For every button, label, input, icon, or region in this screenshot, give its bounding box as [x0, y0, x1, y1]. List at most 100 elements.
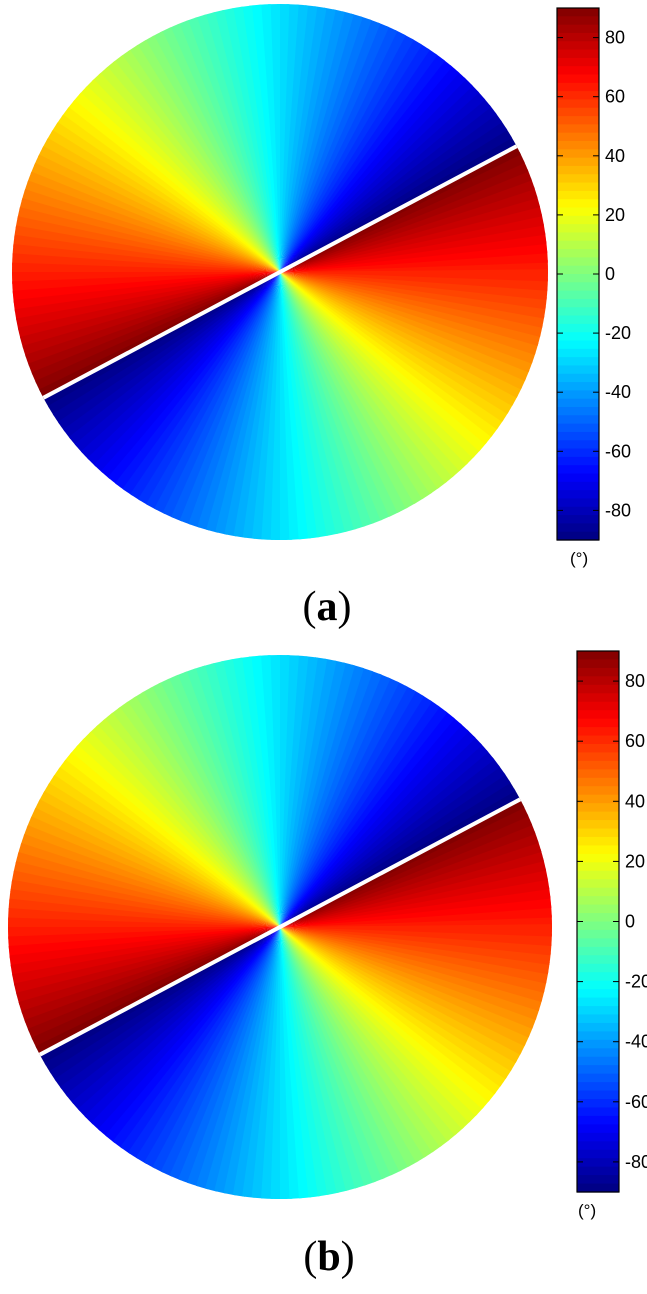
disk-sector	[280, 705, 448, 927]
colorbar-band	[577, 963, 619, 973]
disk-sector	[162, 272, 280, 518]
disk-sector	[280, 272, 548, 301]
disk-sector	[47, 272, 280, 417]
colorbar-band	[557, 465, 599, 475]
disk-sector	[280, 699, 440, 927]
disk-sector	[277, 654, 290, 927]
disk-sector	[127, 44, 280, 272]
disk-sector	[280, 667, 374, 927]
disk-sector	[130, 272, 280, 501]
disk-sector	[280, 657, 328, 927]
colorbar-band	[577, 1006, 619, 1016]
colorbar-band	[577, 1166, 619, 1176]
colorbar-band	[557, 99, 599, 109]
colorbar-band	[557, 157, 599, 167]
disk-sector	[120, 49, 281, 272]
disk-sector	[68, 272, 280, 447]
disk-sector	[205, 927, 280, 1192]
disk-sector	[122, 272, 280, 496]
disk-sector	[39, 927, 281, 1066]
disk-sector	[117, 701, 280, 927]
disk-sector	[13, 234, 280, 272]
colorbar-band	[557, 240, 599, 250]
colorbar-tick-label: -60	[605, 441, 631, 461]
disk-sector	[280, 272, 433, 500]
colorbar-band	[557, 249, 599, 258]
colorbar-band	[557, 207, 599, 217]
disk-sector	[280, 272, 448, 489]
colorbar-band	[577, 853, 619, 863]
colorbar-tick-label: -60	[625, 1092, 647, 1112]
colorbar-band	[557, 323, 599, 333]
disk-sector	[11, 262, 280, 275]
disk-sector	[280, 927, 550, 975]
disk-sector	[280, 135, 517, 272]
disk-sector	[280, 927, 522, 1063]
colorbar-band	[577, 1048, 619, 1058]
disk-sector	[188, 272, 280, 528]
disk-sector	[52, 767, 280, 927]
colorbar-band	[577, 786, 619, 796]
colorbar-band	[557, 265, 599, 275]
colorbar-band	[577, 997, 619, 1007]
colorbar-band	[557, 57, 599, 67]
disk-sector	[98, 927, 280, 1138]
disk-sector	[280, 685, 416, 927]
disk-sector	[56, 114, 281, 272]
disk-sector	[280, 272, 455, 484]
disk-sector	[280, 716, 462, 927]
disk-sector	[280, 927, 537, 1029]
disk-sector	[223, 927, 280, 1196]
colorbar-band	[577, 1022, 619, 1032]
disk-sector	[206, 272, 280, 533]
disk-sector	[280, 927, 540, 1021]
colorbar-band	[577, 1158, 619, 1168]
colorbar-band	[577, 718, 619, 728]
disk-sector	[280, 927, 547, 993]
disk-sector	[280, 272, 488, 452]
colorbar-band	[557, 190, 599, 200]
colorbar-band	[557, 407, 599, 416]
disk-sector	[280, 927, 419, 1168]
colorbar-band	[577, 1039, 619, 1049]
colorbar-band	[577, 845, 619, 855]
disk-sector	[280, 272, 440, 495]
colorbar-band	[577, 803, 619, 813]
colorbar-tick-label: 80	[625, 671, 645, 691]
colorbar-band	[577, 676, 619, 686]
colorbar-band	[557, 107, 599, 117]
colorbar-band	[557, 498, 599, 508]
colorbar-band	[557, 215, 599, 225]
colorbar-band	[577, 1183, 619, 1193]
disk-sector	[93, 272, 280, 474]
colorbar-band	[577, 794, 619, 804]
colorbar-band	[577, 651, 619, 661]
disk-sector	[30, 162, 281, 272]
disk-sector	[280, 927, 435, 1158]
disk-sector	[280, 757, 501, 927]
disk-sector	[280, 59, 453, 272]
disk-sector	[78, 85, 280, 272]
disk-sector	[280, 655, 309, 927]
disk-sector	[280, 927, 491, 1109]
disk-sector	[280, 927, 471, 1130]
colorbar-band	[557, 298, 599, 308]
colorbar-band	[577, 735, 619, 745]
colorbar-band	[557, 141, 599, 150]
colorbar-band	[557, 515, 599, 524]
disk-sector	[280, 927, 530, 1047]
colorbar-band	[577, 777, 619, 787]
disk-sector	[15, 852, 281, 927]
disk-sector	[280, 927, 485, 1116]
disk-sector	[146, 272, 280, 510]
disk-sector	[280, 43, 430, 272]
colorbar-band	[577, 811, 619, 821]
disk-sector	[224, 272, 280, 537]
disk-sector	[280, 64, 460, 272]
disk-sector	[95, 718, 280, 927]
disk-sector	[57, 272, 280, 432]
colorbar-tick-label: -40	[605, 382, 631, 402]
colorbar-band	[577, 1099, 619, 1109]
disk-sector	[43, 782, 280, 927]
disk-sector	[17, 207, 280, 272]
